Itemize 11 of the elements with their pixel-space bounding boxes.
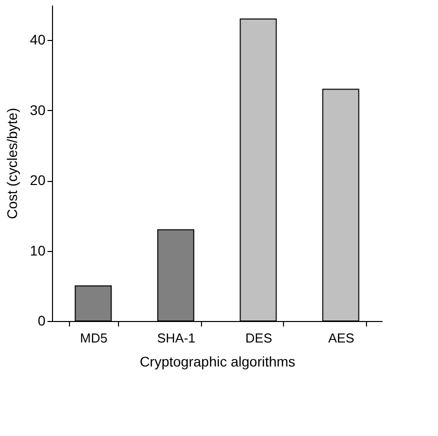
y-tick-label: 0 — [38, 312, 46, 328]
x-tick-label: AES — [328, 330, 355, 346]
x-tick-label: MD5 — [80, 330, 108, 346]
y-tick-label: 10 — [30, 242, 46, 258]
x-tick-label: SHA-1 — [157, 330, 196, 346]
y-tick-label: 30 — [30, 102, 46, 118]
y-axis-title: Cost (cycles/byte) — [4, 108, 20, 220]
x-tick-label: DES — [245, 330, 272, 346]
y-tick-label: 20 — [30, 172, 46, 188]
y-tick-label: 40 — [30, 32, 46, 48]
x-axis-title: Cryptographic algorithms — [140, 354, 296, 370]
